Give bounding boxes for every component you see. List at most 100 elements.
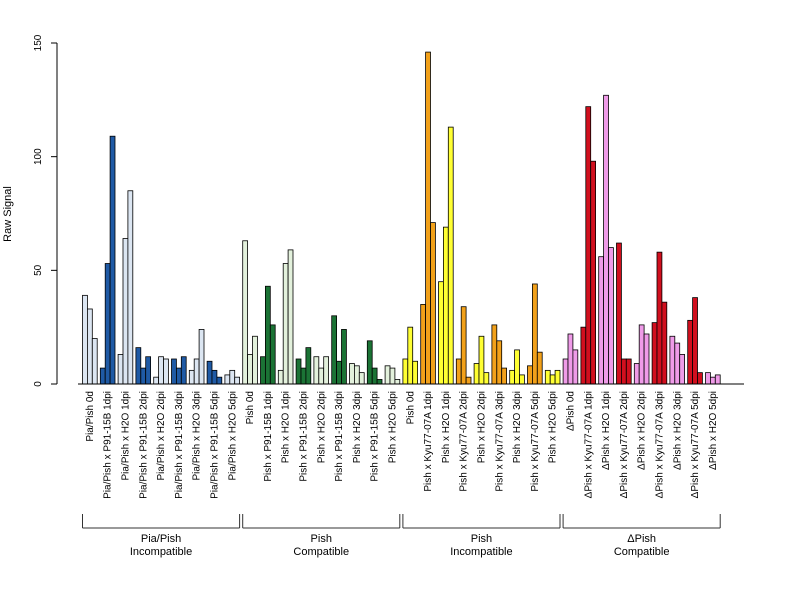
x-tick-label: ΔPish x H2O 3dpi	[672, 391, 683, 470]
bar	[625, 358, 632, 385]
bar	[252, 335, 258, 385]
bar	[536, 351, 543, 385]
bar	[567, 333, 574, 385]
x-tick-label: Pish x H2O 5dpi	[387, 391, 398, 463]
bar	[193, 358, 200, 385]
bar	[633, 363, 640, 385]
bar	[158, 356, 164, 385]
bar	[425, 51, 431, 385]
x-tick-label: Pish x Kyu77-07A 5dpi	[530, 391, 541, 492]
group-label: Pish	[471, 533, 492, 545]
x-tick-label: Pish x P91-15B 2dpi	[298, 391, 309, 482]
bar	[376, 379, 383, 385]
group-sublabel: Incompatible	[450, 546, 512, 558]
x-tick-label: ΔPish x Kyu77-07A 2dpi	[619, 391, 630, 498]
bar	[394, 379, 401, 385]
bar	[562, 358, 569, 385]
group-label: Pish	[311, 533, 332, 545]
bar	[224, 374, 231, 385]
bar	[145, 356, 151, 385]
x-tick-label: Pish x Kyu77-07A 2dpi	[459, 391, 470, 492]
bar	[211, 369, 218, 385]
bar	[171, 358, 177, 385]
bar	[714, 374, 721, 385]
bar	[473, 363, 480, 385]
bar	[99, 367, 106, 385]
bar	[91, 338, 98, 385]
bar	[122, 238, 129, 385]
bar	[384, 365, 391, 385]
bar	[127, 190, 134, 385]
x-tick-label: Pish x H2O 5dpi	[548, 391, 559, 463]
x-tick-label: Pish x H2O 1dpi	[281, 391, 292, 463]
x-tick-label: Pish x P91-15B 1dpi	[263, 391, 274, 482]
bar	[282, 263, 289, 385]
x-tick-label: Pia/Pish x P91-15B 1dpi	[103, 391, 114, 499]
bar	[180, 356, 187, 385]
x-tick-label: Pish x H2O 3dpi	[352, 391, 363, 463]
bar	[366, 340, 373, 385]
bar	[697, 372, 703, 385]
bar	[87, 308, 93, 385]
bar	[153, 376, 159, 385]
bar	[117, 354, 124, 385]
x-tick-label: Pish x Kyu77-07A 1dpi	[423, 391, 434, 492]
bar	[323, 356, 330, 385]
bar	[514, 349, 520, 385]
bar	[163, 358, 169, 385]
bar	[313, 356, 320, 385]
x-tick-label: Pia/Pish x H2O 3dpi	[192, 391, 203, 481]
bar	[549, 374, 556, 385]
group-label: ΔPish	[627, 533, 656, 545]
bar	[420, 304, 427, 385]
bar	[674, 342, 681, 385]
bar	[371, 367, 378, 385]
x-tick-label: Pish x H2O 3dpi	[512, 391, 523, 463]
bar	[349, 363, 355, 385]
bar	[509, 369, 516, 385]
x-tick-label: Pia/Pish x P91-15B 3dpi	[174, 391, 185, 499]
x-tick-label: Pish x H2O 2dpi	[316, 391, 327, 463]
x-tick-label: ΔPish x Kyu77-07A 5dpi	[690, 391, 701, 498]
x-tick-label: ΔPish x Kyu77-07A 1dpi	[583, 391, 594, 498]
bar	[358, 372, 365, 385]
bar	[188, 369, 195, 385]
bar	[287, 249, 294, 385]
x-tick-label: Pish x P91-15B 5dpi	[370, 391, 381, 482]
bar	[402, 358, 409, 385]
bar	[260, 356, 266, 385]
bar	[527, 365, 533, 385]
bar	[412, 360, 419, 385]
y-axis-title: Raw Signal	[2, 186, 14, 242]
bar	[710, 376, 716, 385]
group-label: Pia/Pish	[141, 533, 181, 545]
x-tick-label: ΔPish 0d	[565, 391, 576, 431]
bar	[590, 160, 597, 385]
group-sublabel: Compatible	[614, 546, 670, 558]
bar	[438, 281, 444, 385]
bar	[465, 376, 472, 385]
bar	[669, 335, 676, 385]
bar	[656, 251, 663, 385]
bar	[264, 285, 271, 385]
x-tick-label: Pia/Pish x P91-15B 5dpi	[209, 391, 220, 499]
x-tick-label: Pish x Kyu77-07A 3dpi	[494, 391, 505, 492]
bar	[496, 340, 503, 385]
bar	[661, 301, 668, 385]
bar	[104, 263, 111, 385]
bar	[229, 369, 236, 385]
bar	[608, 247, 614, 385]
bar	[442, 226, 449, 385]
bar	[242, 240, 248, 385]
bar	[341, 329, 347, 385]
x-tick-label: ΔPish x H2O 1dpi	[601, 391, 612, 470]
x-tick-label: Pish x H2O 1dpi	[441, 391, 452, 463]
bar	[198, 329, 205, 385]
bar	[305, 347, 312, 385]
bar	[407, 326, 414, 385]
bar	[300, 367, 307, 385]
bar	[336, 360, 342, 385]
bar	[430, 222, 436, 385]
